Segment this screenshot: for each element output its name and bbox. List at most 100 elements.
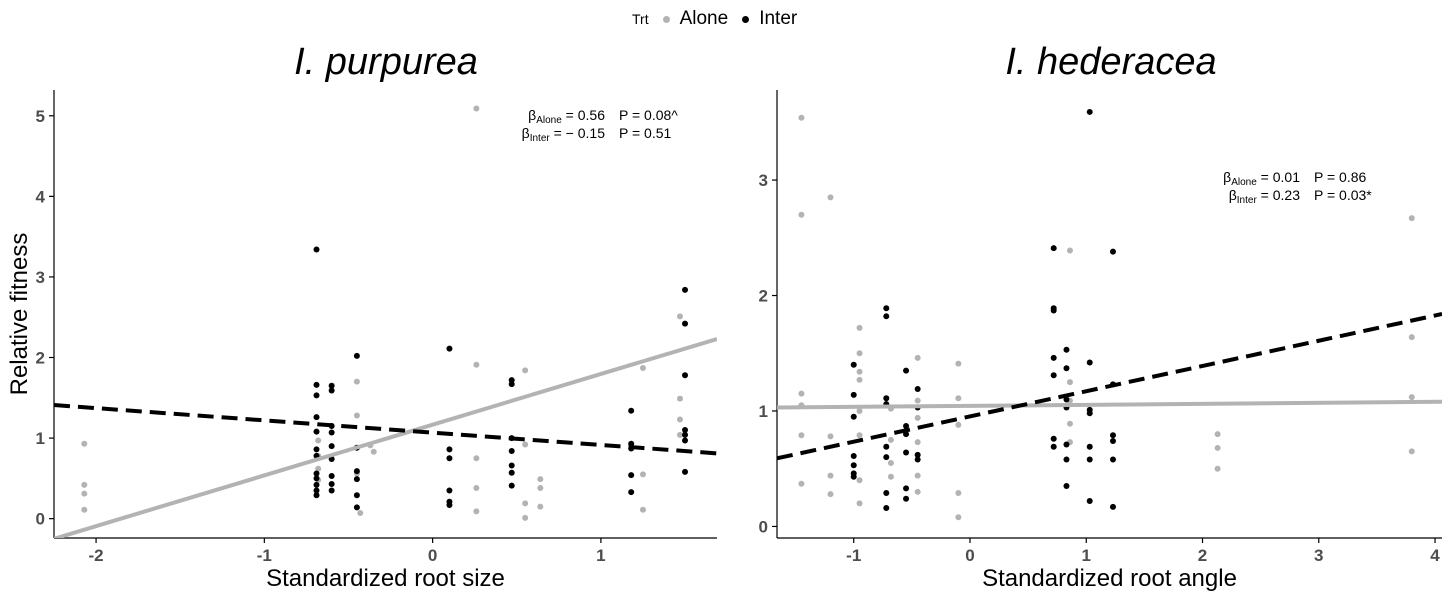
point-alone: [353, 378, 360, 385]
point-inter: [313, 481, 320, 488]
beta-subscript: Alone: [536, 115, 562, 126]
point-alone: [357, 510, 364, 517]
point-alone: [537, 476, 544, 483]
point-inter: [446, 487, 453, 494]
point-alone: [798, 390, 805, 397]
point-inter: [1063, 365, 1070, 372]
stat-annotation-p: P = 0.03*: [1314, 187, 1372, 203]
point-inter: [328, 472, 335, 479]
point-alone: [639, 364, 646, 371]
point-alone: [914, 472, 921, 479]
point-inter: [682, 372, 689, 379]
point-inter: [1050, 307, 1057, 314]
x-tick-label: 0: [965, 546, 974, 565]
point-alone: [1066, 247, 1073, 254]
chart-title: I. hederacea: [1005, 41, 1216, 83]
fit-line-alone: [777, 399, 1442, 410]
chart-title: I. purpurea: [294, 41, 478, 83]
point-inter: [628, 489, 635, 496]
point-inter: [1086, 443, 1093, 450]
point-inter: [1109, 438, 1116, 445]
x-axis-label: Standardized root size: [266, 565, 505, 592]
point-inter: [682, 437, 689, 444]
point-alone: [473, 455, 480, 462]
point-inter: [353, 352, 360, 359]
legend-title: Trt: [632, 11, 649, 27]
point-alone: [798, 480, 805, 487]
stat-annotation-beta: βAlone = 0.01: [1223, 169, 1300, 188]
stat-annotation-beta: βInter = 0.23: [1229, 187, 1300, 206]
point-inter: [682, 427, 689, 434]
point-alone: [1408, 448, 1415, 455]
point-inter: [883, 313, 890, 320]
point-inter: [903, 485, 910, 492]
beta-value: = − 0.15: [550, 125, 605, 141]
point-inter: [328, 429, 335, 436]
y-tick-label: 2: [36, 349, 45, 368]
point-inter: [903, 423, 910, 429]
point-inter: [313, 246, 320, 253]
point-alone: [827, 194, 834, 201]
point-inter: [850, 361, 857, 368]
y-tick-label: 5: [36, 107, 45, 126]
point-alone: [315, 437, 322, 444]
point-inter: [850, 453, 857, 460]
beta-subscript: Inter: [530, 133, 551, 144]
stat-annotation-p: P = 0.86: [1314, 169, 1367, 185]
point-alone: [522, 367, 529, 374]
point-inter: [313, 428, 320, 435]
y-tick-label: 2: [759, 287, 768, 306]
point-alone: [827, 491, 834, 498]
x-tick-label: 2: [1198, 546, 1207, 565]
x-tick-label: 4: [1430, 546, 1440, 565]
point-inter: [682, 468, 689, 475]
point-inter: [313, 470, 320, 477]
point-inter: [313, 487, 320, 494]
point-alone: [1214, 444, 1221, 451]
point-alone: [955, 489, 962, 496]
point-alone: [676, 416, 683, 423]
point-inter: [353, 504, 360, 511]
point-inter: [1109, 503, 1116, 510]
point-alone: [856, 350, 863, 357]
legend-swatch-inter: [742, 15, 750, 23]
point-inter: [1050, 372, 1057, 379]
beta-value: = 0.01: [1257, 169, 1300, 185]
point-inter: [313, 381, 320, 388]
point-inter: [1063, 346, 1070, 353]
point-inter: [914, 456, 921, 463]
point-inter: [353, 476, 360, 483]
point-inter: [1086, 359, 1093, 366]
beta-subscript: Alone: [1231, 177, 1257, 188]
panel-purpurea: I. purpurea -2 -1 0 1 0 1 2 3 4 5 Standardized root…: [6, 41, 717, 592]
point-alone: [639, 471, 646, 478]
point-inter: [1086, 108, 1093, 115]
point-inter: [1063, 396, 1070, 403]
point-inter: [1086, 498, 1093, 505]
point-inter: [1063, 456, 1070, 463]
point-alone: [522, 441, 529, 448]
y-tick-label: 0: [36, 510, 45, 529]
point-alone: [676, 313, 683, 320]
point-alone: [856, 368, 863, 375]
beta-symbol: β: [528, 107, 536, 123]
stat-annotation-p: P = 0.08^: [619, 107, 678, 123]
point-inter: [1050, 435, 1057, 442]
stat-annotation-beta: βInter = − 0.15: [522, 125, 606, 144]
x-tick-label: 0: [428, 546, 437, 565]
point-alone: [473, 508, 480, 515]
point-inter: [328, 481, 335, 488]
point-inter: [1063, 441, 1070, 448]
point-inter: [328, 487, 335, 494]
point-alone: [370, 448, 377, 455]
point-inter: [446, 455, 453, 462]
legend-item-inter: Inter: [742, 8, 797, 30]
point-inter: [850, 391, 857, 398]
point-alone: [1066, 420, 1073, 427]
point-inter: [313, 475, 320, 482]
point-inter: [682, 431, 689, 438]
point-alone: [473, 485, 480, 492]
point-inter: [446, 446, 453, 453]
point-inter: [914, 451, 921, 458]
point-inter: [313, 414, 320, 421]
